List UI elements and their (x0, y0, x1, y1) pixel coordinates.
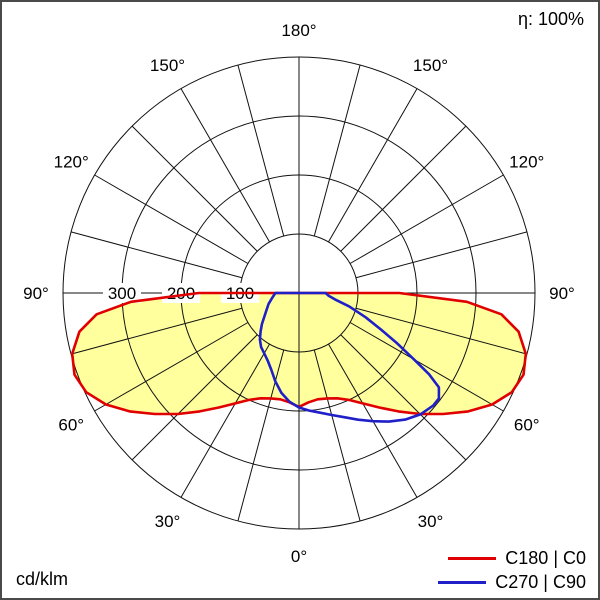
series-line-1 (258, 291, 441, 423)
angle-tick-label: 0° (291, 547, 307, 566)
angle-tick-label: 30° (155, 512, 181, 531)
grid-spoke (313, 64, 361, 237)
angle-tick-label: 150° (150, 56, 185, 75)
grid-spoke (70, 307, 243, 355)
grid-spoke (131, 125, 258, 252)
grid-spoke (70, 231, 243, 279)
angle-tick-label: 150° (413, 56, 448, 75)
units-label: cd/klm (16, 569, 69, 589)
grid-spoke (328, 88, 418, 243)
radial-label-bg (103, 283, 141, 303)
grid-spoke (180, 343, 270, 498)
grid-spoke (355, 307, 528, 355)
angle-tick-label: 90° (23, 284, 49, 303)
angle-tick-label: 120° (509, 153, 544, 172)
legend-item-c90: C270 | C90 (438, 572, 586, 593)
angle-tick-label: 60° (514, 416, 540, 435)
grid-spoke (355, 231, 528, 279)
angle-tick-label: 30° (418, 512, 444, 531)
grid-spoke (340, 125, 467, 252)
angle-tick-label: 180° (281, 21, 316, 40)
radial-tick-label: 300 (108, 284, 136, 303)
grid-spoke (131, 334, 258, 461)
grid-spoke (349, 322, 504, 412)
efficiency-label: η: 100% (517, 9, 584, 29)
angle-tick-label: 120° (54, 153, 89, 172)
grid-spoke (349, 174, 504, 264)
grid-spoke (94, 322, 249, 412)
grid-spoke (313, 349, 361, 522)
legend: C180 | C0 C270 | C90 (438, 548, 586, 593)
grid-spoke (94, 174, 249, 264)
legend-label-c0: C180 | C0 (505, 548, 586, 568)
legend-swatch-red (448, 557, 497, 560)
radial-label-bg (162, 283, 200, 303)
angle-tick-label: 90° (549, 284, 575, 303)
legend-item-c0: C180 | C0 (438, 548, 586, 569)
grid-spoke (340, 334, 467, 461)
grid-spoke (237, 349, 285, 522)
legend-swatch-blue (438, 581, 487, 584)
angle-tick-label: 60° (58, 416, 84, 435)
legend-label-c90: C270 | C90 (495, 572, 586, 592)
grid-spoke (237, 64, 285, 237)
radial-tick-label: 200 (167, 284, 195, 303)
grid-spoke (180, 88, 270, 243)
